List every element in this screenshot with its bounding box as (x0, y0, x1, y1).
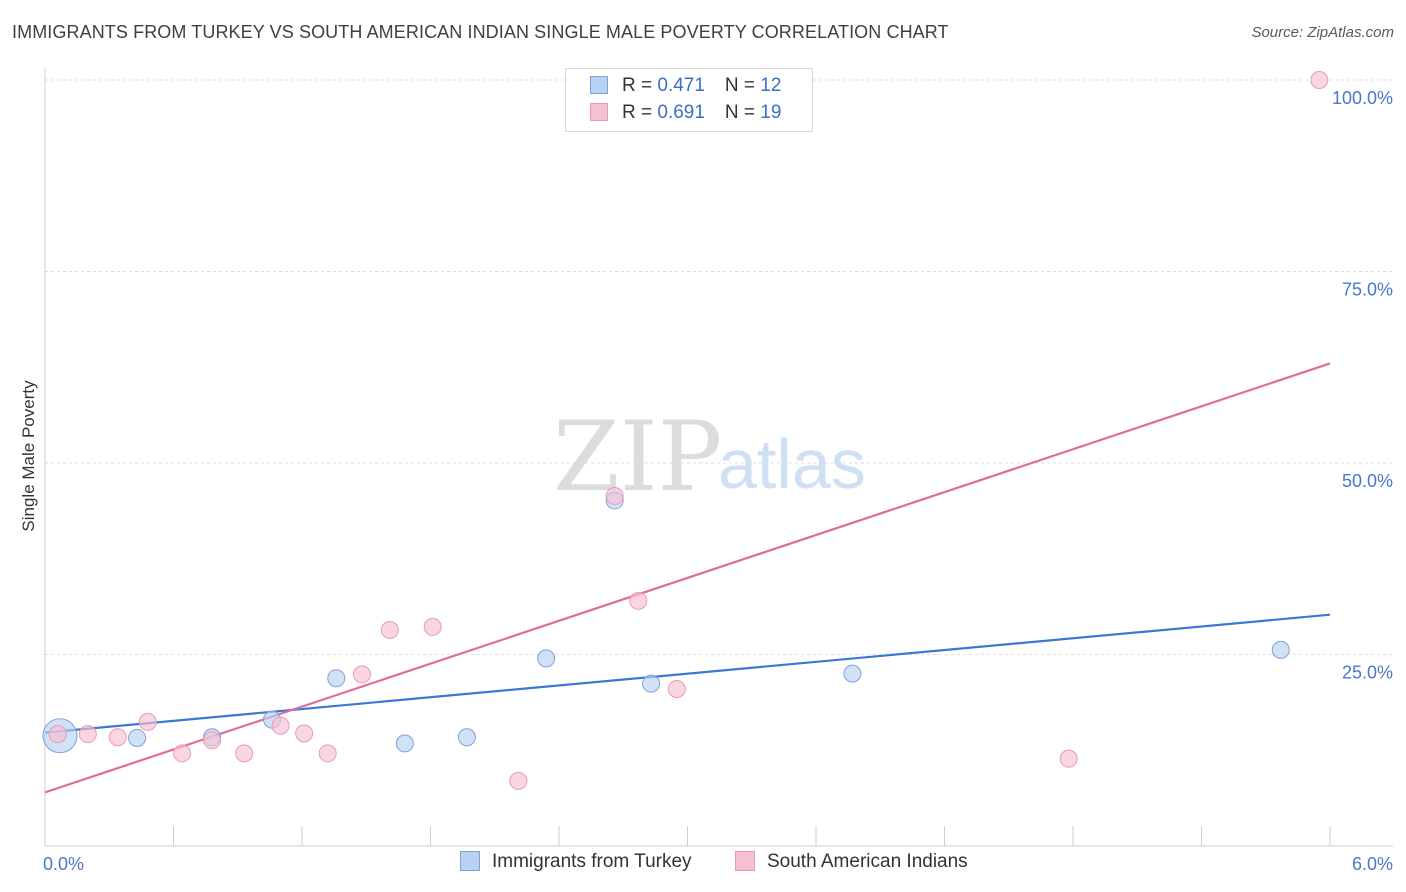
data-points (42, 71, 1329, 790)
data-point-pink (138, 712, 157, 731)
legend-n-label: N = (724, 75, 761, 96)
legend-r-label: R = (622, 75, 658, 96)
data-point-pink (271, 716, 290, 735)
data-point-pink (667, 679, 686, 698)
data-point-pink (318, 744, 337, 763)
source-label: Source: ZipAtlas.com (1251, 24, 1394, 41)
data-point-pink (173, 744, 192, 763)
legend-swatch-pink (735, 851, 755, 871)
legend-r-value: 0.691 (657, 102, 705, 123)
legend-item-immigrants-from-turkey[interactable]: Immigrants from Turkey (460, 851, 692, 873)
data-point-blue (537, 649, 556, 668)
gridlines (45, 79, 1393, 655)
watermark-atlas: atlas (718, 425, 866, 503)
data-point-pink (235, 744, 254, 763)
y-tick-label: 75.0% (1342, 280, 1393, 300)
data-point-pink (352, 665, 371, 684)
data-point-pink (295, 724, 314, 743)
legend-n-value: 19 (760, 102, 782, 123)
data-point-pink (605, 486, 624, 505)
trend-line-pink (44, 362, 1331, 794)
data-point-blue (327, 669, 346, 688)
data-point-pink (203, 731, 222, 750)
y-tick-label: 25.0% (1342, 663, 1393, 683)
legend-swatch-blue (460, 851, 480, 871)
data-point-pink (1059, 749, 1078, 768)
data-point-blue (457, 728, 476, 747)
data-point-pink (48, 725, 67, 744)
data-point-pink (629, 591, 648, 610)
data-point-pink (423, 617, 442, 636)
legend-swatch-pink (590, 103, 608, 121)
data-point-pink (380, 620, 399, 639)
legend-item-south-american-indians[interactable]: South American Indians (735, 851, 968, 873)
x-tick-label: 0.0% (43, 854, 84, 874)
legend-row-turkey: R = 0.471 N = 12 (590, 75, 781, 99)
legend-row-south-american-indians: R = 0.691 N = 19 (590, 102, 781, 126)
legend-label: South American Indians (767, 851, 968, 872)
watermark-zip: ZIP (553, 401, 722, 513)
legend-n-label: N = (724, 102, 761, 123)
x-tick-label: 6.0% (1352, 854, 1393, 874)
data-point-pink (1310, 71, 1329, 89)
stats-legend: R = 0.471 N = 12 R = 0.691 N = 19 (565, 68, 813, 132)
legend-swatch-blue (590, 76, 608, 94)
legend-r-label: R = (622, 102, 658, 123)
data-point-blue (843, 664, 862, 683)
data-point-blue (395, 734, 414, 753)
legend-r-value: 0.471 (657, 75, 705, 96)
watermark: ZIP atlas (553, 401, 866, 513)
axes (44, 68, 1393, 847)
y-tick-label: 50.0% (1342, 471, 1393, 491)
data-point-blue (1271, 640, 1290, 659)
y-tick-label: 100.0% (1332, 88, 1393, 108)
data-point-blue (642, 674, 661, 693)
legend-n-value: 12 (760, 75, 782, 96)
legend-label: Immigrants from Turkey (492, 851, 692, 872)
trend-lines (44, 362, 1331, 794)
data-point-blue (128, 728, 147, 747)
tick-labels: 25.0% 50.0% 75.0% 100.0% 0.0% 6.0% (43, 88, 1393, 874)
trend-line-blue (44, 613, 1331, 734)
data-point-pink (108, 728, 127, 747)
data-point-pink (509, 771, 528, 790)
y-axis-label: Single Male Poverty (19, 380, 38, 532)
data-point-pink (78, 725, 97, 744)
chart-title: IMMIGRANTS FROM TURKEY VS SOUTH AMERICAN… (12, 22, 949, 42)
